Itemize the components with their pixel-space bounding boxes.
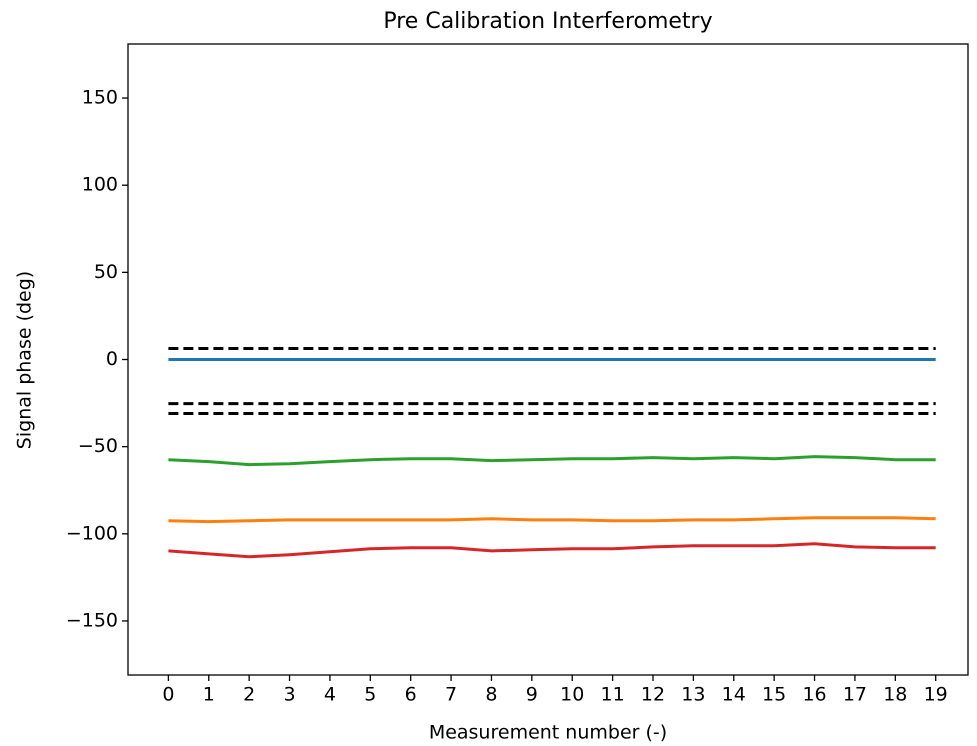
x-tick-label: 15 <box>762 684 786 706</box>
x-tick-label: 18 <box>883 684 907 706</box>
y-tick-label: −100 <box>66 522 118 544</box>
y-tick-label: −150 <box>66 609 118 631</box>
x-tick-label: 17 <box>843 684 867 706</box>
x-tick-label: 6 <box>405 684 417 706</box>
x-axis-label: Measurement number (-) <box>429 722 667 744</box>
x-tick-label: 14 <box>722 684 746 706</box>
y-tick-label: 100 <box>82 174 118 196</box>
data-line <box>168 516 936 524</box>
y-tick-label: 50 <box>94 261 118 283</box>
x-tick-label: 3 <box>283 684 295 706</box>
x-tick-label: 16 <box>802 684 826 706</box>
x-tick-label: 7 <box>445 684 457 706</box>
x-tick-label: 13 <box>681 684 705 706</box>
x-tick-label: 10 <box>560 684 584 706</box>
x-tick-label: 8 <box>485 684 497 706</box>
y-axis-label: Signal phase (deg) <box>14 271 36 449</box>
x-tick-label: 2 <box>243 684 255 706</box>
x-tick-label: 1 <box>203 684 215 706</box>
chart-title: Pre Calibration Interferometry <box>383 9 712 34</box>
x-tick-label: 11 <box>601 684 625 706</box>
x-tick-label: 0 <box>162 684 174 706</box>
data-line <box>168 542 936 559</box>
x-tick-label: 9 <box>526 684 538 706</box>
x-tick-label: 19 <box>924 684 948 706</box>
y-tick-label: −50 <box>78 435 118 457</box>
x-tick-label: 12 <box>641 684 665 706</box>
x-tick-label: 5 <box>364 684 376 706</box>
plot-frame <box>127 43 969 676</box>
data-line <box>168 455 936 467</box>
y-tick-label: 150 <box>82 87 118 109</box>
x-tick-label: 4 <box>324 684 336 706</box>
y-tick-label: 0 <box>106 348 118 370</box>
